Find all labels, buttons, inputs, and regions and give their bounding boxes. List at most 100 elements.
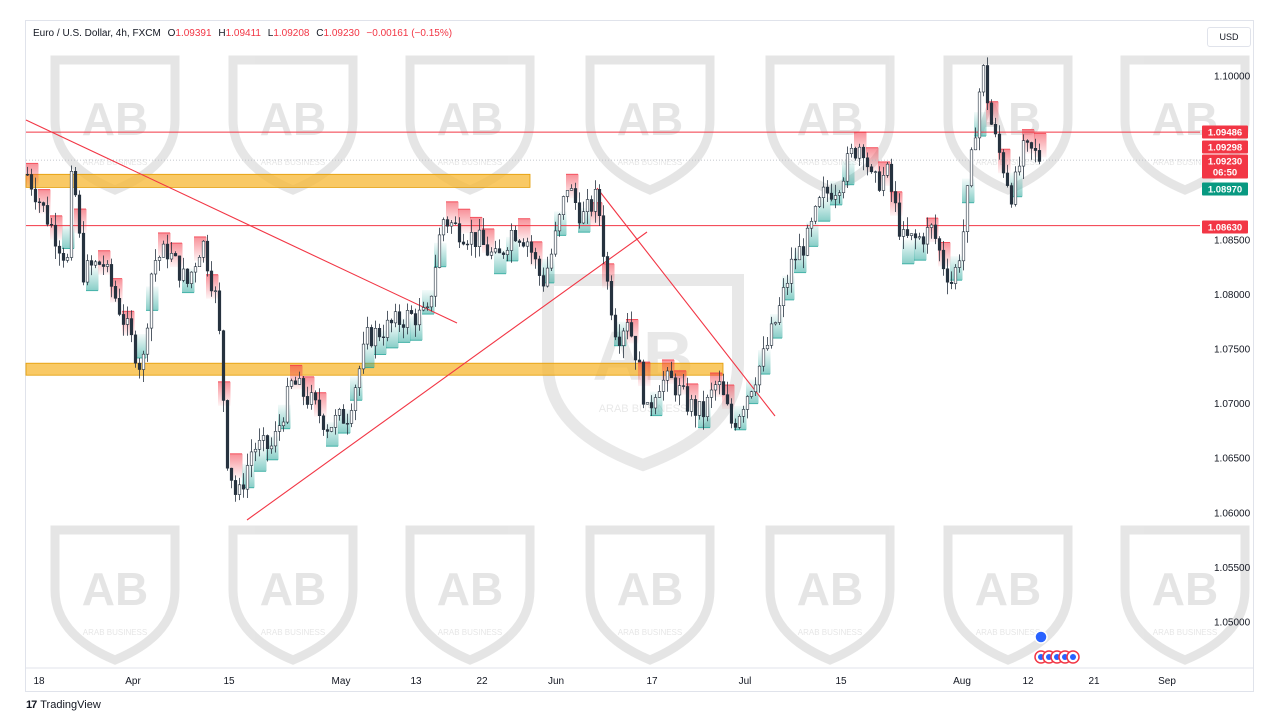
candle-body: [941, 249, 946, 270]
candle-body: [933, 224, 938, 239]
candle-body: [621, 330, 626, 346]
trendline-0: [25, 119, 458, 324]
candle-body: [693, 399, 698, 416]
candle-body: [373, 327, 378, 347]
close-label: C: [316, 28, 324, 39]
tradingview-logo-icon: 17: [26, 699, 37, 711]
candle-body: [389, 319, 394, 324]
indicator-step: [86, 266, 99, 291]
candle-body: [153, 260, 158, 275]
candle-body: [161, 243, 166, 258]
candle-body: [93, 261, 98, 266]
currency-button[interactable]: USD: [1207, 27, 1251, 47]
candle-body: [697, 401, 702, 416]
candle-body: [605, 256, 610, 282]
candle-body: [401, 324, 406, 328]
svg-text:AB: AB: [437, 93, 503, 145]
indicator-step: [902, 239, 915, 264]
candle-body: [829, 192, 834, 200]
open-value: 1.09391: [175, 28, 212, 39]
candle-body: [809, 221, 814, 229]
price-label-bg-support: [1202, 220, 1248, 234]
candle-body: [913, 233, 918, 239]
svg-text:ARAB BUSINESS: ARAB BUSINESS: [618, 628, 682, 637]
svg-text:ARAB BUSINESS: ARAB BUSINESS: [1153, 158, 1217, 167]
candle-body: [949, 281, 954, 284]
candle-body: [865, 157, 870, 168]
symbol-legend: Euro / U.S. Dollar, 4h, FXCM O1.09391 H1…: [33, 28, 452, 39]
candle-body: [853, 148, 858, 159]
candle-body: [553, 230, 558, 255]
candle-body: [197, 256, 202, 267]
svg-text:ARAB BUSINESS: ARAB BUSINESS: [261, 158, 325, 167]
x-tick-label-9: 15: [835, 676, 847, 687]
indicator-step: [818, 197, 831, 222]
candle-body: [129, 318, 134, 336]
candle-body: [277, 425, 282, 432]
candle-body: [225, 400, 230, 469]
candle-body: [969, 149, 974, 187]
candle-body: [1005, 172, 1010, 186]
candle-body: [53, 224, 58, 247]
symbol-title: Euro / U.S. Dollar, 4h, FXCM: [33, 28, 161, 39]
candle-body: [121, 314, 126, 325]
candle-body: [593, 189, 598, 212]
x-tick-label-0: 18: [33, 676, 45, 687]
x-tick-label-8: Jul: [739, 676, 752, 687]
x-tick-label-6: Jun: [548, 676, 564, 687]
footer-brand[interactable]: 17 TradingView: [26, 699, 101, 711]
candle-body: [465, 243, 470, 246]
candle-body: [425, 306, 430, 308]
candle-body: [497, 248, 502, 254]
candle-body: [793, 258, 798, 261]
candle-body: [309, 392, 314, 405]
candle-body: [673, 377, 678, 396]
time-axis: 18 Apr 15 May 13 22 Jun 17 Jul 15 Aug 12 21 Sep: [26, 667, 1253, 687]
candle-body: [405, 310, 410, 328]
candle-body: [741, 409, 746, 417]
candle-body: [181, 268, 186, 281]
change-value: −0.00161 (−0.15%): [366, 28, 453, 39]
svg-text:ARAB BUSINESS: ARAB BUSINESS: [798, 158, 862, 167]
candle-body: [421, 307, 426, 311]
candle-body: [109, 264, 114, 287]
y-tick-label-0: 1.10000: [1214, 72, 1251, 83]
candle-body: [441, 219, 446, 236]
candle-body: [101, 264, 106, 267]
candle-body: [409, 310, 414, 314]
candle-body: [981, 65, 986, 93]
candle-body: [357, 368, 362, 388]
candle-body: [69, 171, 74, 258]
trendline-1: [246, 231, 648, 521]
candle-body: [113, 285, 118, 299]
candle-body: [577, 202, 582, 224]
price-label-bg-resistance: [1202, 125, 1248, 139]
candle-body: [537, 258, 542, 276]
candle-body: [609, 280, 614, 316]
x-tick-label-4: 13: [410, 676, 422, 687]
indicator-step: [230, 453, 243, 478]
candle-body: [725, 394, 730, 405]
candle-body: [973, 137, 978, 151]
candle-body: [37, 201, 42, 203]
candle-body: [429, 295, 434, 308]
candle-body: [557, 214, 562, 232]
candle-body: [397, 311, 402, 325]
candle-body: [629, 322, 634, 337]
candle-body: [957, 260, 962, 268]
candle-body: [837, 192, 842, 196]
candle-body: [785, 282, 790, 288]
candle-body: [265, 435, 270, 449]
y-tick-label-8: 1.05000: [1214, 618, 1251, 629]
candle-body: [745, 396, 750, 410]
svg-text:AB: AB: [797, 93, 863, 145]
x-tick-label-7: 17: [646, 676, 658, 687]
candle-body: [709, 389, 714, 398]
candle-body: [485, 244, 490, 256]
svg-text:AB: AB: [82, 563, 148, 615]
svg-text:AB: AB: [260, 93, 326, 145]
candle-body: [1013, 171, 1018, 205]
